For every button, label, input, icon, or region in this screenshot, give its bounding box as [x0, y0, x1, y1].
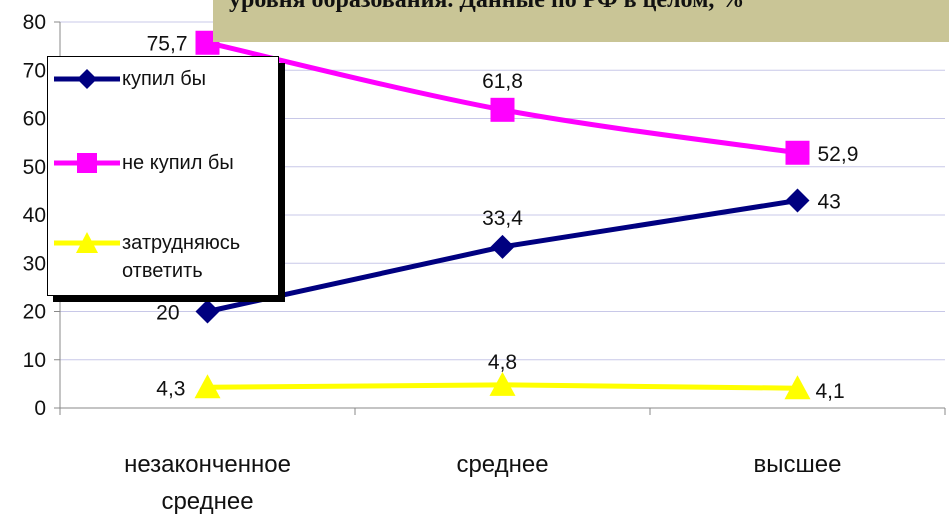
y-tick-label-80: 80: [23, 11, 46, 34]
legend-label-zatrudnyayus-line1: затрудняюсь: [122, 232, 241, 254]
legend-swatch-triangle-icon: [54, 232, 120, 253]
y-tick-label-10: 10: [23, 349, 46, 372]
data-label-2-2: 4,1: [816, 380, 845, 403]
x-category-label-0-0: незаконченное: [124, 451, 291, 478]
data-label-1-1: 61,8: [482, 70, 523, 93]
y-tick-label-60: 60: [23, 108, 46, 131]
y-tick-label-70: 70: [23, 59, 46, 82]
x-category-label-0-1: среднее: [161, 488, 253, 515]
data-label-0-2: 43: [818, 191, 841, 214]
y-tick-label-30: 30: [23, 252, 46, 275]
data-point-0-1: [490, 234, 515, 259]
legend-swatch-diamond-icon: [54, 69, 120, 89]
data-label-1-0: 75,7: [147, 33, 188, 56]
x-category-label-1-0: среднее: [456, 451, 548, 478]
y-tick-label-50: 50: [23, 156, 46, 179]
data-point-0-0: [195, 299, 220, 324]
y-tick-label-40: 40: [23, 204, 46, 227]
data-point-0-2: [785, 188, 810, 213]
data-label-0-0: 20: [156, 302, 179, 325]
legend-swatch-square-icon: [54, 153, 120, 173]
legend-label-zatrudnyayus-line2: ответить: [122, 260, 203, 282]
legend-label-ne-kupil: не купил бы: [122, 152, 234, 174]
series-line-1: [206, 40, 798, 156]
data-point-2-1: [489, 371, 516, 396]
chart-title-band: уровня образования. Данные по РФ в целом…: [213, 0, 949, 42]
data-label-2-0: 4,3: [156, 377, 185, 400]
x-category-label-2-0: высшее: [754, 451, 842, 478]
data-point-2-2: [784, 375, 811, 400]
legend: купил бы не купил бы затрудняюсь ответит…: [47, 56, 279, 296]
data-point-2-0: [194, 374, 221, 399]
data-point-1-1: [490, 97, 515, 122]
data-label-0-1: 33,4: [482, 207, 523, 230]
legend-label-kupil: купил бы: [122, 68, 207, 90]
data-label-2-1: 4,8: [488, 351, 517, 374]
y-tick-label-0: 0: [34, 397, 46, 420]
y-tick-label-20: 20: [23, 301, 46, 324]
chart-title: уровня образования. Данные по РФ в целом…: [229, 0, 745, 13]
data-label-1-2: 52,9: [818, 143, 859, 166]
data-point-1-2: [785, 140, 810, 165]
